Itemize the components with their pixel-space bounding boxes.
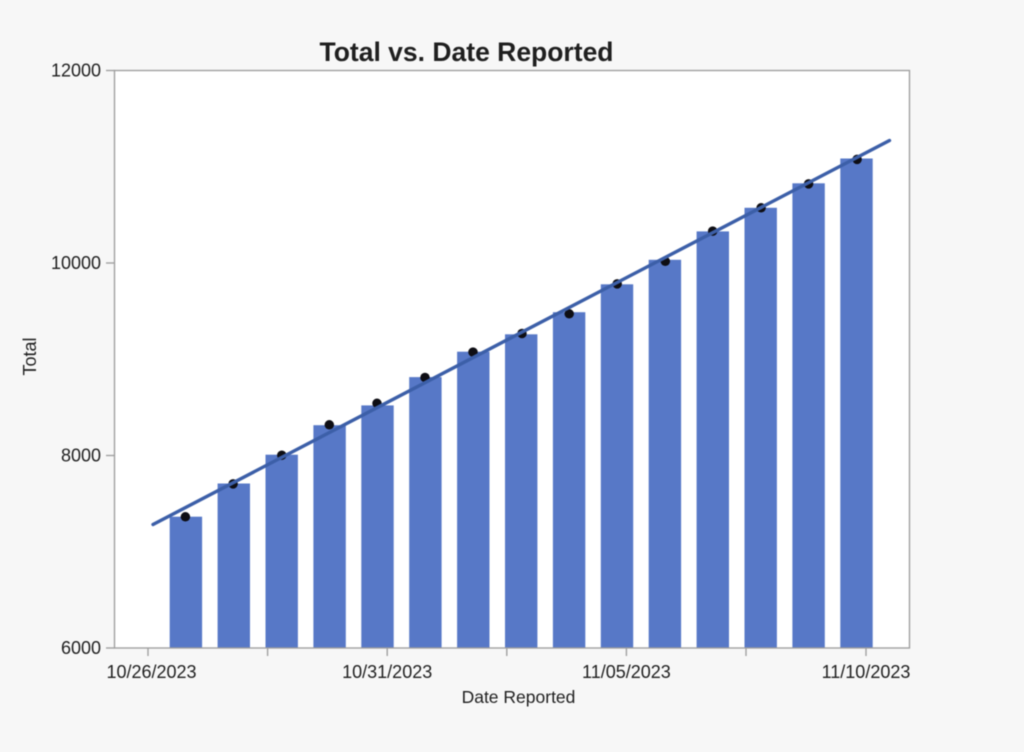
svg-text:10/31/2023: 10/31/2023 — [342, 662, 432, 682]
svg-text:10000: 10000 — [51, 253, 101, 273]
svg-text:Total vs. Date Reported: Total vs. Date Reported — [319, 37, 613, 67]
svg-text:10/26/2023: 10/26/2023 — [106, 662, 196, 682]
svg-text:12000: 12000 — [51, 61, 101, 81]
svg-text:Date Reported: Date Reported — [462, 687, 576, 707]
svg-text:6000: 6000 — [61, 638, 101, 658]
svg-text:11/10/2023: 11/10/2023 — [822, 662, 911, 682]
svg-text:11/05/2023: 11/05/2023 — [582, 662, 671, 682]
svg-text:Total: Total — [20, 337, 40, 375]
svg-text:8000: 8000 — [61, 446, 101, 466]
